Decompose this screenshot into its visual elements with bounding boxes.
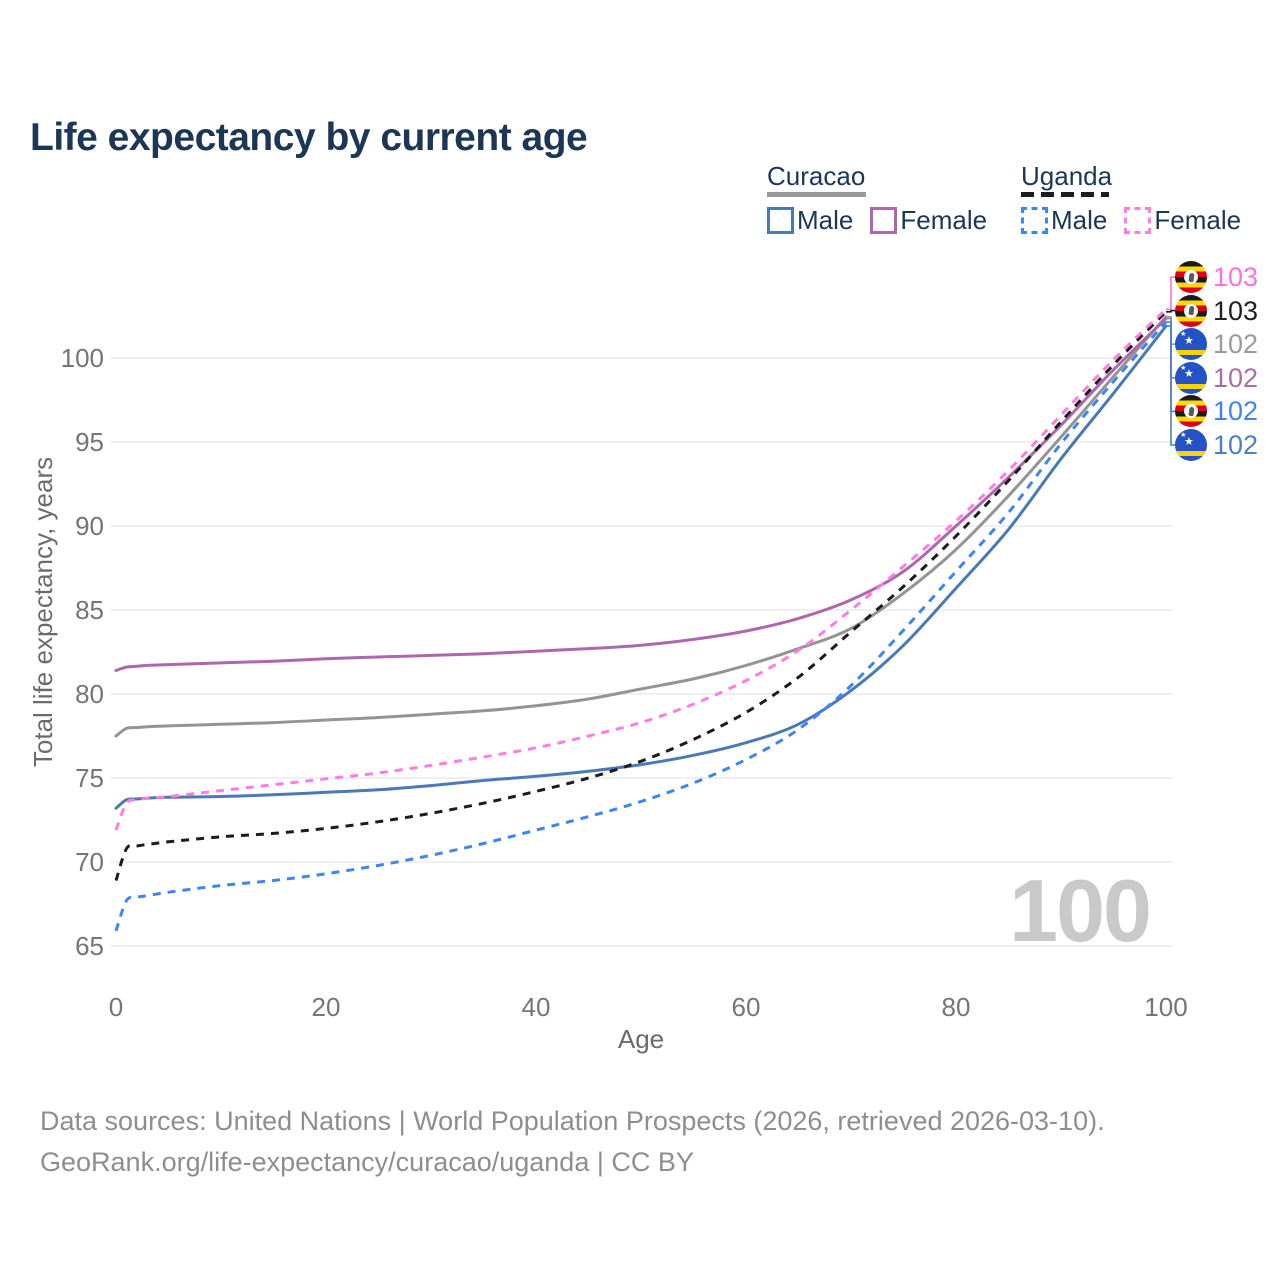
uganda-flag-icon [1175, 294, 1207, 327]
endpoint-label-uganda-male: 102 [1175, 395, 1259, 428]
endpoint-value: 102 [1213, 430, 1259, 460]
y-tick-label: 80 [75, 679, 104, 709]
endpoint-label-curacao-both-sexes: ★ ★ 102 [1175, 328, 1259, 361]
y-axis-title: Total life expectancy, years [28, 457, 58, 767]
series-line-uganda-female [114, 308, 1168, 831]
x-tick-label: 100 [1144, 992, 1187, 1022]
endpoint-value: 102 [1213, 396, 1259, 427]
x-axis-title: Age [618, 1024, 664, 1054]
x-tick-label: 0 [109, 992, 123, 1022]
legend-row-curacao: Male Female [767, 205, 987, 236]
y-tick-label: 70 [75, 847, 104, 877]
uganda-male-swatch-icon [1021, 207, 1048, 234]
curacao-flag-icon: ★ ★ [1175, 429, 1207, 461]
x-tick-label: 60 [732, 992, 761, 1022]
endpoint-labels: 103 103 ★ ★ 102 ★ ★ 102 102 ★ ★ 102 [1175, 0, 1279, 1280]
page-title: Life expectancy by current age [30, 116, 588, 160]
series-line-curacao-female [114, 317, 1168, 672]
endpoint-value: 103 [1213, 262, 1259, 292]
endpoint-label-curacao-male: ★ ★ 102 [1175, 429, 1258, 461]
y-tick-label: 85 [75, 595, 104, 625]
legend-row-uganda: Male Female [1021, 205, 1241, 236]
y-tick-label: 95 [75, 427, 104, 457]
endpoint-label-uganda-female: 103 [1175, 261, 1258, 293]
endpoint-value: 102 [1213, 362, 1259, 393]
y-tick-label: 90 [75, 511, 104, 541]
legend-item-uganda-female[interactable]: Female [1124, 205, 1241, 236]
curacao-female-swatch-icon [870, 207, 898, 234]
uganda-line-style-icon [1021, 192, 1109, 197]
y-tick-label: 100 [61, 343, 104, 373]
curacao-flag-icon: ★ ★ [1175, 328, 1207, 361]
legend-item-uganda-male[interactable]: Male [1021, 205, 1107, 236]
legend-item-curacao-male[interactable]: Male [767, 205, 853, 236]
endpoint-label-uganda-both-sexes: 103 [1175, 294, 1259, 327]
uganda-female-swatch-icon [1124, 207, 1152, 234]
endpoint-connector [1166, 309, 1176, 313]
curacao-flag-icon: ★ ★ [1175, 361, 1207, 394]
legend-country-uganda: Uganda [1021, 161, 1113, 191]
legend-group-uganda: Uganda Male Female [1021, 162, 1241, 236]
endpoint-label-curacao-female: ★ ★ 102 [1175, 361, 1259, 394]
endpoint-connector [1166, 276, 1176, 311]
y-tick-label: 75 [75, 763, 104, 793]
legend-label-curacao-male: Male [797, 205, 854, 235]
endpoint-value: 103 [1213, 295, 1259, 326]
data-sources-text: Data sources: United Nations | World Pop… [40, 1106, 1105, 1136]
x-tick-label: 40 [522, 992, 551, 1022]
series-line-curacao-both-sexes [114, 315, 1168, 738]
series-line-uganda-male [114, 320, 1168, 932]
endpoint-connector [1166, 325, 1176, 446]
endpoint-value: 102 [1213, 329, 1259, 360]
curacao-line-style-icon [767, 192, 866, 197]
x-tick-label: 80 [942, 992, 971, 1022]
y-tick-label: 65 [75, 931, 104, 961]
age-watermark: 100 [1009, 861, 1150, 960]
legend-label-uganda-male: Male [1051, 205, 1108, 235]
attribution-text: GeoRank.org/life-expectancy/curacao/ugan… [40, 1147, 694, 1177]
series-line-curacao-male [114, 324, 1168, 810]
x-tick-label: 20 [312, 992, 341, 1022]
legend-label-curacao-female: Female [900, 205, 988, 235]
series-line-uganda-both-sexes [114, 310, 1168, 881]
legend-label-uganda-female: Female [1154, 205, 1242, 235]
legend-country-curacao: Curacao [767, 161, 866, 191]
uganda-flag-icon [1175, 261, 1207, 293]
curacao-male-swatch-icon [767, 207, 794, 234]
uganda-flag-icon [1175, 395, 1207, 428]
legend-item-curacao-female[interactable]: Female [870, 205, 987, 236]
legend-group-curacao: Curacao Male Female [767, 162, 987, 236]
